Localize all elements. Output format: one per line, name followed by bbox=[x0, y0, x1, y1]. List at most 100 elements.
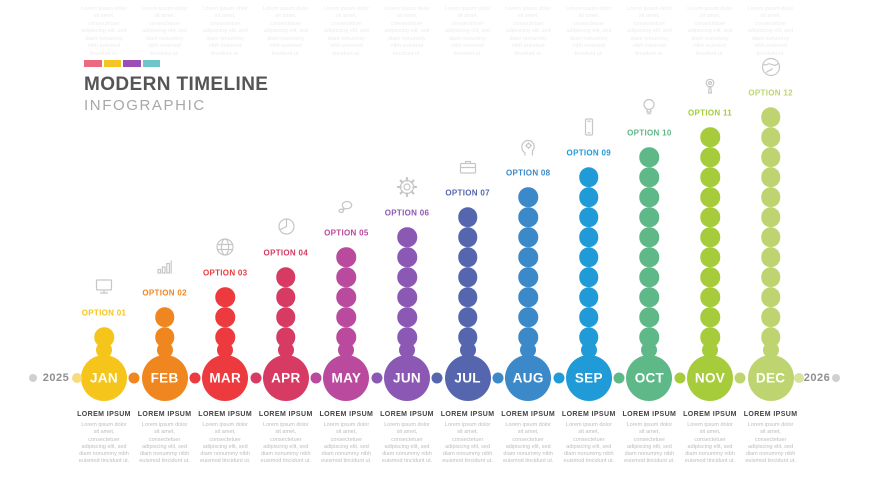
key-icon bbox=[698, 75, 722, 99]
chain-bead bbox=[700, 167, 720, 187]
chain-bead bbox=[579, 187, 599, 207]
chain-bead bbox=[457, 267, 478, 287]
card-title: LOREM IPSUM bbox=[743, 411, 798, 418]
lorem-card: LOREM IPSUM Lorem ipsum dolor sit amet, c… bbox=[319, 411, 373, 466]
chain-bead bbox=[700, 247, 720, 267]
month-circle bbox=[384, 355, 430, 401]
month-circle bbox=[565, 355, 612, 401]
connector-dot bbox=[310, 372, 322, 384]
option-label: OPTION 07 bbox=[445, 188, 490, 198]
axis-start-dot bbox=[29, 374, 37, 382]
chain-bead bbox=[215, 307, 235, 327]
chain-bead bbox=[700, 127, 720, 147]
connector-dot bbox=[734, 372, 746, 384]
chain-bead bbox=[397, 287, 417, 307]
option-label: OPTION 04 bbox=[263, 248, 309, 258]
month-circle bbox=[262, 355, 309, 401]
option-label: OPTION 01 bbox=[81, 308, 127, 318]
month-label: FEB bbox=[150, 370, 179, 386]
lorem-card: LOREM IPSUM Lorem ipsum dolor sit amet, c… bbox=[683, 411, 737, 466]
chain-bead bbox=[457, 307, 478, 327]
chain-bead bbox=[760, 187, 781, 207]
chain-bead bbox=[760, 107, 781, 127]
chain-bead bbox=[397, 267, 417, 287]
month-circle bbox=[626, 355, 673, 401]
page-subtitle: INFOGRAPHIC bbox=[84, 97, 206, 114]
chain-bead bbox=[700, 207, 720, 227]
chain-bead bbox=[760, 127, 781, 147]
chain-bead bbox=[579, 307, 599, 327]
chain-bead bbox=[760, 307, 781, 327]
card-body: Lorem ipsum dolor sit amet, consectetuer… bbox=[260, 422, 312, 465]
speech-bubbles-icon bbox=[334, 195, 358, 219]
chain-bead bbox=[215, 287, 235, 307]
chain-bead bbox=[518, 327, 538, 347]
chain-bead bbox=[760, 147, 781, 167]
card-title: LOREM IPSUM bbox=[198, 411, 253, 418]
option-label: OPTION 06 bbox=[384, 208, 430, 218]
chain-bead bbox=[336, 327, 357, 347]
top-note: Lorem ipsum dolor sit amet, consectetuer… bbox=[384, 6, 430, 57]
card-title: LOREM IPSUM bbox=[622, 411, 677, 418]
chain-bead bbox=[518, 307, 538, 327]
chain-bead bbox=[639, 247, 660, 267]
chain-bead bbox=[700, 147, 720, 167]
chain-bead bbox=[336, 267, 357, 287]
month-circle bbox=[323, 355, 370, 401]
chain-bead bbox=[457, 227, 478, 247]
chain-bead bbox=[639, 147, 660, 167]
chain-bead bbox=[639, 287, 660, 307]
card-body: Lorem ipsum dolor sit amet, consectetuer… bbox=[381, 422, 433, 465]
card-title: LOREM IPSUM bbox=[77, 411, 131, 418]
chain-bead bbox=[154, 307, 175, 327]
card-body: Lorem ipsum dolor sit amet, consectetuer… bbox=[78, 422, 130, 465]
card-body: Lorem ipsum dolor sit amet, consectetuer… bbox=[321, 422, 372, 465]
header: MODERN TIMELINE INFOGRAPHIC bbox=[84, 60, 268, 114]
chain-bead bbox=[700, 307, 720, 327]
chain-bead bbox=[276, 267, 296, 287]
month-label: JAN bbox=[90, 370, 118, 386]
option-label: OPTION 05 bbox=[324, 228, 369, 238]
head-gear-icon bbox=[516, 135, 540, 159]
option-label: OPTION 08 bbox=[505, 168, 551, 178]
lorem-card: LOREM IPSUM Lorem ipsum dolor sit amet, c… bbox=[259, 411, 313, 466]
axis-end-tint-dot bbox=[794, 373, 804, 383]
card-title: LOREM IPSUM bbox=[683, 411, 737, 418]
option-label: OPTION 09 bbox=[566, 148, 612, 158]
chain-bead bbox=[336, 247, 357, 267]
chain-bead bbox=[700, 227, 720, 247]
chain-bead bbox=[457, 287, 478, 307]
smartphone-icon bbox=[577, 115, 601, 139]
year-start-label: 2025 bbox=[42, 372, 70, 384]
accent-bar bbox=[84, 60, 102, 67]
lorem-card: LOREM IPSUM Lorem ipsum dolor sit amet, c… bbox=[744, 411, 798, 466]
option-label: OPTION 02 bbox=[142, 288, 187, 298]
card-title: LOREM IPSUM bbox=[258, 411, 313, 418]
chain-bead bbox=[397, 247, 417, 267]
chain-bead bbox=[760, 247, 781, 267]
month-circle bbox=[202, 355, 249, 401]
month-label: MAY bbox=[331, 370, 362, 386]
card-body: Lorem ipsum dolor sit amet, consectetuer… bbox=[442, 422, 493, 465]
connector-dot bbox=[553, 372, 564, 384]
chain-bead bbox=[579, 247, 599, 267]
option-label: OPTION 10 bbox=[627, 128, 672, 138]
lightbulb-icon bbox=[637, 95, 661, 119]
month-label: JUL bbox=[454, 370, 481, 386]
chain-bead bbox=[518, 207, 538, 227]
chain-bead bbox=[760, 267, 781, 287]
chain-bead bbox=[579, 207, 599, 227]
chain-bead bbox=[397, 327, 417, 347]
gear-icon bbox=[395, 175, 419, 199]
option-label: OPTION 03 bbox=[202, 268, 248, 278]
connector-dot bbox=[613, 372, 625, 384]
connector-dot bbox=[371, 372, 383, 384]
top-note: Lorem ipsum dolor sit amet, consectetuer… bbox=[747, 6, 794, 57]
card-body: Lorem ipsum dolor sit amet, consectetuer… bbox=[199, 422, 251, 465]
globe-grid-icon bbox=[213, 235, 237, 259]
lorem-card: LOREM IPSUM Lorem ipsum dolor sit amet, c… bbox=[501, 411, 555, 466]
month-label: DEC bbox=[755, 370, 786, 386]
year-end-label: 2026 bbox=[803, 372, 831, 384]
monitor-icon bbox=[92, 275, 116, 299]
